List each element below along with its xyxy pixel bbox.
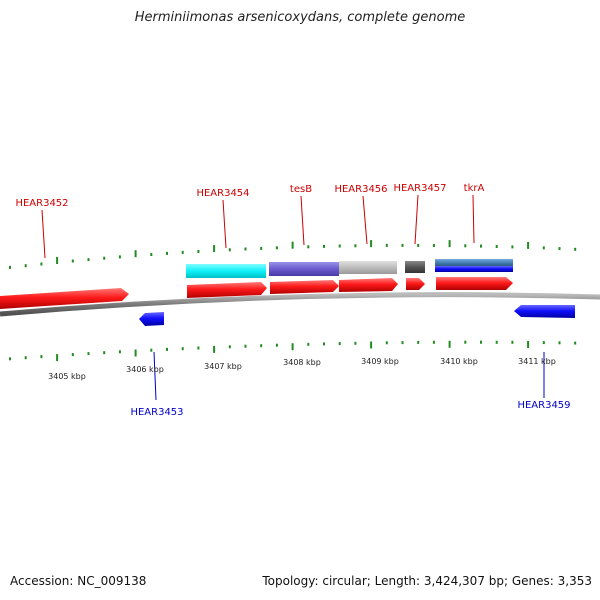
leader-line-hear3452 [41,209,46,259]
gene-arrow-tkra [436,277,513,290]
feature-bar-cyan [186,264,266,278]
feature-bar-steel [435,259,513,266]
gene-arrow-hear3457 [406,278,425,290]
lower-ticks [9,340,577,362]
scale-label-3407: 3407 kbp [204,362,242,371]
gene-arrow-hear3453 [139,312,164,326]
scale-label-3410: 3410 kbp [440,357,478,366]
leader-line-hear3453 [153,351,157,401]
gene-label-tesb: tesB [290,184,312,195]
feature-bar-blue [435,266,513,272]
feature-bar-gray [339,261,397,274]
gene-arrow-hear3452 [0,288,129,309]
scale-label-3411: 3411 kbp [518,357,556,366]
scale-label-3409: 3409 kbp [361,357,399,366]
genome-backbone [0,292,600,317]
scale-label-3406: 3406 kbp [126,365,164,374]
gene-label-tkra: tkrA [464,183,485,194]
leader-line-hear3457 [414,194,419,245]
accession-text: Accession: NC_009138 [10,574,147,588]
leader-line-tkra [472,194,475,244]
upper-ticks [9,240,577,269]
scale-label-3405: 3405 kbp [48,372,86,381]
feature-bar-dark [405,261,425,273]
gene-label-hear3452: HEAR3452 [15,198,68,209]
gene-arrow-tesb [270,280,339,294]
gene-label-hear3456: HEAR3456 [334,184,387,195]
topology-text: Topology: circular; Length: 3,424,307 bp… [262,574,592,588]
gene-label-hear3454: HEAR3454 [196,188,249,199]
genome-title: Herminiimonas arsenicoxydans, complete g… [134,10,466,25]
gene-label-hear3457: HEAR3457 [393,183,446,194]
feature-bar-purple [269,262,339,276]
leader-line-hear3456 [362,195,368,245]
scale-label-3408: 3408 kbp [283,358,321,367]
gene-arrow-hear3459 [514,305,575,318]
gene-label-hear3459: HEAR3459 [517,400,570,411]
leader-line-tesb [300,195,305,246]
gene-arrow-hear3456 [339,278,398,292]
gene-arrow-hear3454 [187,282,267,298]
leader-line-hear3454 [222,199,227,249]
gene-label-hear3453: HEAR3453 [130,407,183,418]
